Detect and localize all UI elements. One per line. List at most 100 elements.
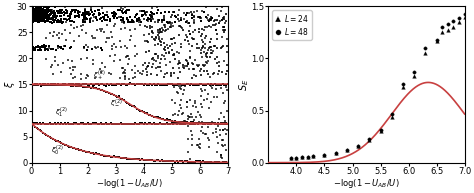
Point: [42, 15, 49, 18]
Point: [181, 83, 189, 86]
Point: [148, 12, 155, 15]
Point: [104, 122, 111, 125]
Point: [155, 83, 162, 86]
Point: [90, 12, 98, 15]
Point: [122, 122, 129, 125]
Point: [55, 9, 62, 12]
$L=24$: [355, 144, 362, 147]
Point: [224, 109, 231, 112]
Point: [30, 13, 38, 16]
Point: [139, 14, 147, 17]
Text: $\xi_1^{(2)}$: $\xi_1^{(2)}$: [55, 106, 68, 120]
Point: [220, 28, 228, 31]
Point: [130, 157, 137, 160]
Point: [31, 10, 38, 13]
Point: [156, 122, 164, 125]
Point: [198, 39, 206, 42]
Point: [107, 54, 114, 58]
Point: [111, 22, 119, 25]
Point: [28, 47, 36, 51]
Point: [39, 83, 47, 86]
Point: [81, 18, 88, 21]
Point: [145, 61, 153, 64]
Point: [105, 91, 113, 94]
Point: [82, 85, 90, 88]
Point: [217, 86, 225, 90]
Point: [213, 150, 220, 153]
Point: [54, 45, 62, 48]
X-axis label: $-\log(1 - U_{AB}/U)$: $-\log(1 - U_{AB}/U)$: [96, 177, 163, 190]
Point: [138, 14, 146, 17]
Point: [190, 73, 198, 76]
Point: [116, 15, 123, 18]
Point: [135, 158, 143, 161]
Point: [39, 121, 47, 124]
Point: [166, 160, 174, 163]
Point: [54, 83, 62, 86]
Point: [56, 11, 64, 14]
Point: [74, 9, 82, 12]
Point: [77, 83, 85, 86]
Point: [147, 15, 155, 18]
Point: [89, 62, 96, 65]
Point: [163, 29, 170, 32]
Point: [211, 161, 219, 164]
Point: [143, 39, 151, 42]
Point: [28, 15, 36, 18]
Point: [166, 60, 173, 63]
Point: [59, 20, 66, 23]
Point: [182, 121, 190, 124]
Point: [157, 58, 164, 61]
Point: [117, 156, 124, 159]
Point: [167, 73, 174, 76]
Point: [176, 61, 184, 64]
Point: [155, 37, 163, 40]
Point: [151, 115, 159, 119]
Point: [183, 100, 191, 103]
Point: [146, 122, 154, 125]
Point: [210, 44, 218, 47]
Point: [202, 35, 210, 38]
Point: [188, 83, 195, 86]
Point: [35, 16, 42, 19]
Point: [137, 158, 144, 161]
Point: [177, 25, 185, 28]
Point: [100, 30, 108, 33]
Point: [66, 47, 73, 50]
Point: [218, 157, 225, 160]
Point: [64, 144, 72, 147]
Point: [155, 159, 162, 162]
Point: [68, 60, 75, 63]
Point: [123, 122, 131, 125]
Point: [61, 12, 69, 15]
Point: [115, 83, 123, 86]
Point: [61, 83, 68, 86]
Point: [220, 15, 228, 19]
Point: [204, 92, 212, 95]
Point: [30, 17, 38, 20]
Point: [210, 96, 218, 99]
Point: [100, 122, 108, 125]
Point: [81, 46, 88, 49]
Point: [107, 73, 115, 76]
Point: [197, 67, 205, 70]
Point: [54, 46, 62, 49]
Point: [75, 85, 83, 88]
Point: [28, 16, 36, 19]
Point: [125, 58, 132, 61]
Point: [33, 19, 41, 22]
Point: [211, 58, 219, 61]
Point: [210, 72, 217, 75]
Point: [30, 13, 38, 16]
Point: [28, 15, 36, 19]
Point: [188, 133, 196, 136]
Point: [34, 8, 41, 11]
Point: [177, 46, 185, 49]
Point: [161, 83, 169, 86]
Point: [41, 82, 48, 85]
Point: [120, 21, 128, 24]
Point: [31, 48, 38, 51]
Point: [50, 9, 57, 12]
Point: [44, 83, 52, 86]
Point: [168, 21, 176, 24]
